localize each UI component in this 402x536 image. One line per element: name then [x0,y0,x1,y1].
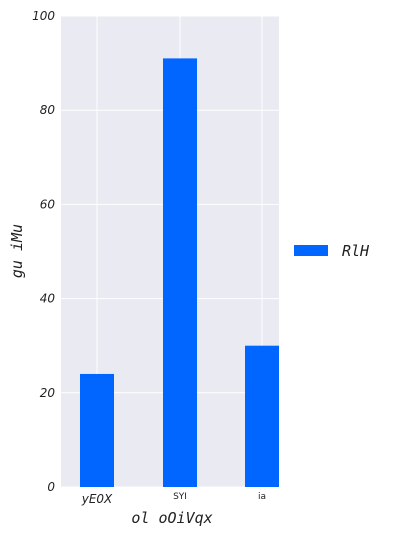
y-tick-label: 0 [47,480,55,494]
legend: RlH [294,242,370,260]
y-tick-label: 40 [40,292,56,306]
y-tick-label: 100 [32,9,55,23]
y-tick-label: 60 [40,197,56,211]
legend-label: RlH [342,242,370,260]
y-axis-label: gu iMu [8,224,26,278]
bar-ia [245,346,279,487]
y-axis-ticks: 0 20 40 60 80 100 [32,9,55,494]
y-tick-label: 80 [40,103,56,117]
y-tick-label: 20 [40,386,56,400]
x-axis-ticks: yE0X SYI ia [81,492,266,506]
x-tick-label: SYI [173,492,187,502]
x-axis-label: ol oOiVqx [131,509,212,527]
bar-SYI [163,58,197,487]
x-tick-label: ia [258,492,266,502]
x-tick-label: yE0X [81,492,113,506]
legend-swatch [294,245,328,256]
bar-yE0X [80,374,114,487]
